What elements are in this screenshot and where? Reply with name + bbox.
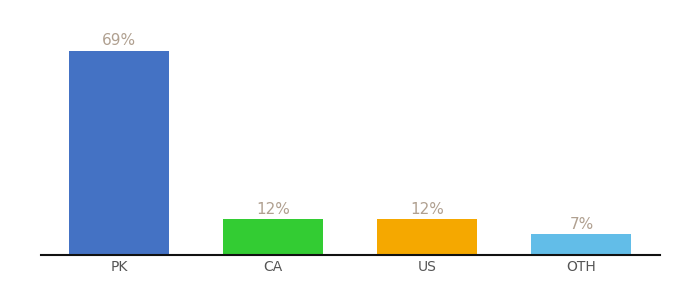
Text: 12%: 12%: [410, 202, 444, 217]
Bar: [531, 234, 632, 255]
Text: 69%: 69%: [102, 33, 136, 48]
Text: 7%: 7%: [569, 217, 594, 232]
Bar: [69, 51, 169, 255]
Bar: [223, 220, 323, 255]
Text: 12%: 12%: [256, 202, 290, 217]
Bar: [377, 220, 477, 255]
